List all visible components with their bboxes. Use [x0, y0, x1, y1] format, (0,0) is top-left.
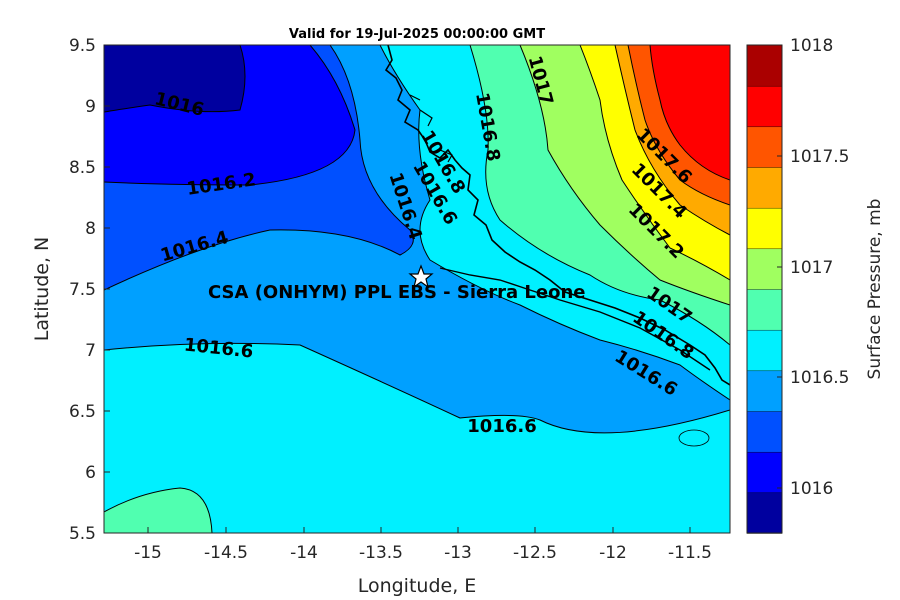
- colorbar-swatch: [746, 288, 783, 331]
- colorbar-swatch: [746, 329, 783, 372]
- colorbar-tick-label: 1017: [790, 258, 833, 278]
- site-marker: CSA (ONHYM) PPL EBS - Sierra Leone: [208, 264, 585, 303]
- y-tick-label: 8.5: [69, 158, 96, 178]
- colorbar-swatch: [746, 85, 783, 128]
- colorbar: 1018 1017.5 1017 1016.5 1016 Surface Pre…: [746, 36, 885, 534]
- x-tick-label: -12.5: [513, 543, 557, 563]
- band-1016-6-south: [104, 343, 730, 533]
- contour-label: 1016.6: [467, 416, 536, 437]
- x-tick-label: -13: [444, 543, 472, 563]
- coastline: [384, 45, 730, 386]
- colorbar-tick-label: 1016.5: [790, 368, 849, 388]
- island-blob: [678, 429, 710, 447]
- colorbar-swatch: [746, 207, 783, 250]
- river-inlets: [409, 94, 453, 163]
- y-tick-label: 6: [85, 463, 96, 483]
- band-1016-8-sw: [104, 488, 212, 533]
- colorbar-border: [746, 44, 783, 534]
- colorbar-swatch: [746, 126, 783, 168]
- map-title: Valid for 19-Jul-2025 00:00:00 GMT: [289, 27, 545, 42]
- contour-lines: [104, 45, 730, 533]
- y-axis-label: Latitude, N: [31, 237, 53, 342]
- x-tick-label: -15: [134, 543, 162, 563]
- y-tick-label: 7.5: [69, 280, 96, 300]
- colorbar-swatch: [746, 248, 783, 290]
- colorbar-swatch: [746, 451, 783, 494]
- colorbar-swatch: [746, 370, 783, 412]
- colorbar-tick-label: 1018: [790, 36, 833, 56]
- y-tick-label: 5.5: [69, 524, 96, 544]
- y-axis: 9.5 9 8.5 8 7.5 7 6.5 6 5.5 Latitude, N: [31, 36, 110, 544]
- colorbar-swatches: [746, 44, 783, 534]
- colorbar-label: Surface Pressure, mb: [865, 199, 885, 380]
- x-tick-label: -13.5: [359, 543, 403, 563]
- y-tick-label: 8: [85, 219, 96, 239]
- colorbar-swatch: [746, 410, 783, 453]
- colorbar-tick-label: 1016: [790, 479, 833, 499]
- band-1017-8: [650, 45, 730, 180]
- y-tick-label: 9.5: [69, 36, 96, 56]
- colorbar-swatch: [746, 492, 783, 534]
- plot-area: [104, 45, 730, 533]
- x-axis: -15 -14.5 -14 -13.5 -13 -12.5 -12 -11.5 …: [134, 527, 712, 597]
- site-label: CSA (ONHYM) PPL EBS - Sierra Leone: [208, 282, 585, 303]
- coastline-offshore: [439, 267, 711, 371]
- y-tick-label: 9: [85, 97, 96, 117]
- x-tick-label: -11.5: [668, 543, 712, 563]
- x-tick-label: -14: [290, 543, 318, 563]
- y-tick-label: 6.5: [69, 402, 96, 422]
- band-1015-8: [104, 45, 245, 112]
- x-tick-label: -14.5: [204, 543, 248, 563]
- y-tick-label: 7: [85, 341, 96, 361]
- colorbar-swatch: [746, 166, 783, 209]
- x-axis-label: Longitude, E: [358, 575, 477, 597]
- x-tick-label: -12: [599, 543, 627, 563]
- colorbar-swatch: [746, 44, 783, 87]
- star-icon: [408, 264, 434, 289]
- colorbar-tick-label: 1017.5: [790, 147, 849, 167]
